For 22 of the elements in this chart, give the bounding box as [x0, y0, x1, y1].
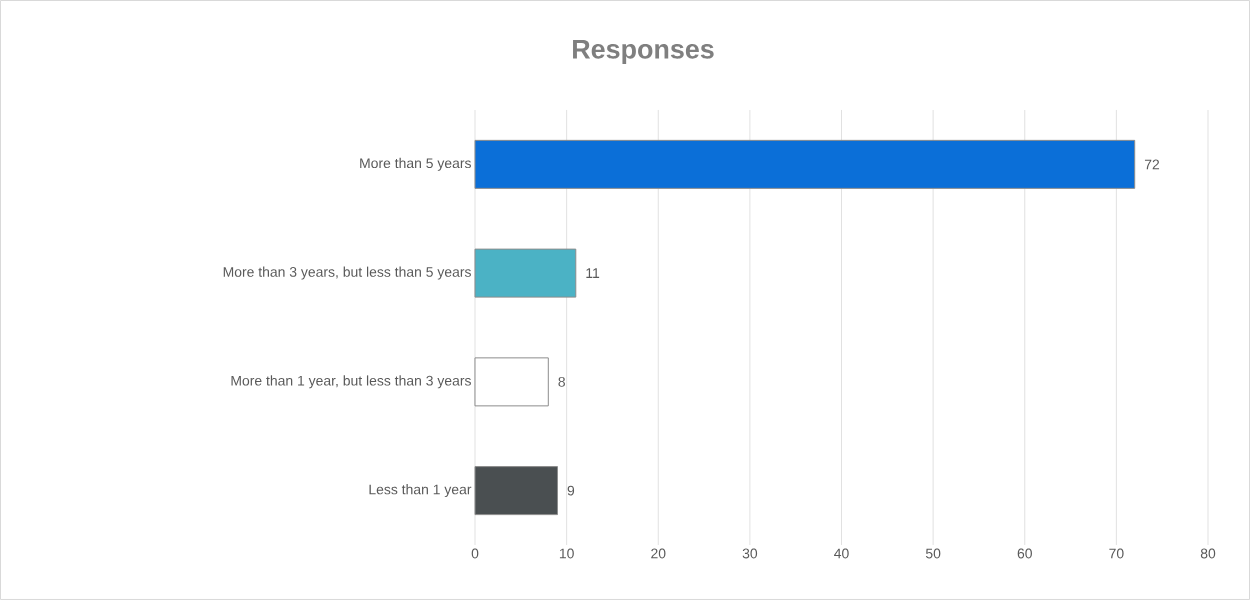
bar: [474, 357, 549, 407]
x-tick-label: 50: [925, 548, 941, 559]
chart-title: Responses: [573, 39, 714, 65]
y-tick-label: More than 3 years, but less than 5 years: [223, 266, 471, 280]
bar: [474, 466, 558, 516]
bar: [474, 139, 1136, 189]
data-label: 8: [558, 376, 565, 387]
x-tick-label: 80: [1200, 548, 1216, 559]
y-tick-label: More than 5 years: [360, 157, 471, 171]
x-tick-label: 70: [1109, 548, 1124, 559]
x-tick-label: 40: [834, 548, 849, 559]
x-tick-label: 60: [1017, 548, 1032, 559]
x-tick-label: 10: [559, 548, 574, 559]
data-label: 72: [1144, 159, 1160, 170]
y-tick-label: More than 1 year, but less than 3 years: [231, 375, 471, 389]
data-label: 9: [567, 485, 575, 496]
y-tick-label: Less than 1 year: [369, 484, 472, 498]
x-tick-label: 20: [651, 548, 666, 559]
x-tick-label: 0: [471, 548, 479, 559]
bar: [474, 248, 577, 298]
data-label: 11: [586, 268, 600, 278]
x-tick-label: 30: [742, 548, 758, 559]
